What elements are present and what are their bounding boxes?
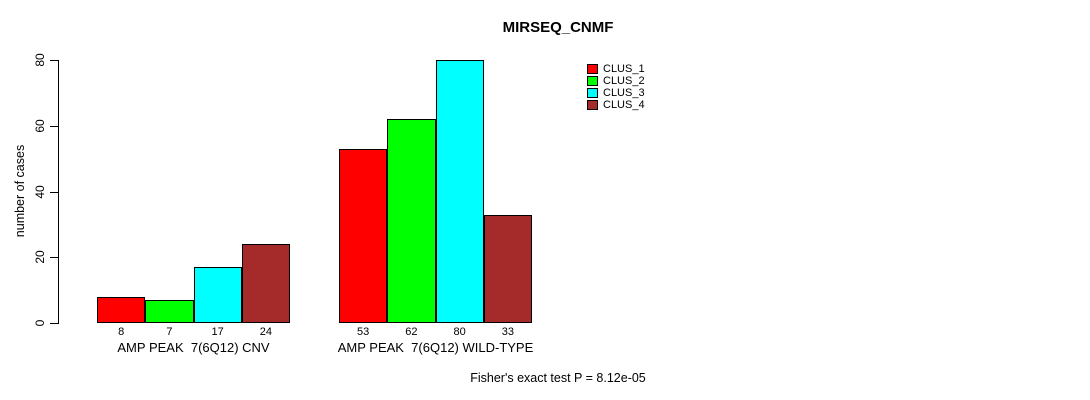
y-tick-label: 40 bbox=[33, 185, 47, 199]
bar-value-label: 7 bbox=[166, 326, 173, 338]
legend-swatch bbox=[587, 100, 598, 110]
bar-value-label: 62 bbox=[405, 326, 418, 338]
bar-CLUS_3-group1 bbox=[193, 267, 242, 323]
chart-title: MIRSEQ_CNMF bbox=[502, 19, 614, 36]
legend-label: CLUS_4 bbox=[603, 99, 645, 111]
bar-value-label: 53 bbox=[357, 326, 370, 338]
y-tick-mark bbox=[50, 192, 58, 193]
bar-CLUS_1-group2 bbox=[339, 148, 388, 323]
bar-CLUS_4-group1 bbox=[241, 244, 290, 323]
y-tick-mark bbox=[50, 323, 58, 324]
legend-item-CLUS_1: CLUS_1 bbox=[587, 63, 645, 75]
bar-CLUS_3-group2 bbox=[435, 60, 484, 323]
legend-item-CLUS_3: CLUS_3 bbox=[587, 87, 645, 99]
y-tick-mark bbox=[50, 257, 58, 258]
x-category-label: AMP PEAK 7(6Q12) WILD-TYPE bbox=[337, 340, 534, 355]
bar-value-label: 8 bbox=[118, 326, 125, 338]
y-tick-label: 0 bbox=[33, 319, 47, 327]
legend-item-CLUS_2: CLUS_2 bbox=[587, 75, 645, 87]
legend-label: CLUS_2 bbox=[603, 75, 645, 87]
y-tick-label: 20 bbox=[33, 250, 47, 264]
bar-value-label: 17 bbox=[211, 326, 224, 338]
legend-label: CLUS_1 bbox=[603, 63, 645, 75]
bar-CLUS_2-group1 bbox=[145, 299, 194, 323]
y-tick-mark bbox=[50, 60, 58, 61]
legend-swatch bbox=[587, 76, 598, 86]
y-axis-label: number of cases bbox=[13, 144, 27, 238]
y-tick-mark bbox=[50, 126, 58, 127]
bar-value-label: 80 bbox=[453, 326, 466, 338]
y-tick-label: 60 bbox=[33, 119, 47, 133]
fisher-test-annotation: Fisher's exact test P = 8.12e-05 bbox=[470, 371, 646, 385]
legend-label: CLUS_3 bbox=[603, 87, 645, 99]
bar-CLUS_1-group1 bbox=[97, 296, 146, 323]
legend-swatch bbox=[587, 64, 598, 74]
y-tick-label: 80 bbox=[33, 53, 47, 67]
bar-value-label: 24 bbox=[259, 326, 272, 338]
bar-CLUS_2-group2 bbox=[387, 119, 436, 323]
legend-swatch bbox=[587, 88, 598, 98]
bar-value-label: 33 bbox=[501, 326, 514, 338]
x-category-label: AMP PEAK 7(6Q12) CNV bbox=[117, 340, 270, 355]
legend: CLUS_1 CLUS_2 CLUS_3 CLUS_4 bbox=[587, 63, 645, 111]
y-axis-line bbox=[58, 60, 59, 324]
legend-item-CLUS_4: CLUS_4 bbox=[587, 99, 645, 111]
bar-CLUS_4-group2 bbox=[483, 214, 532, 323]
